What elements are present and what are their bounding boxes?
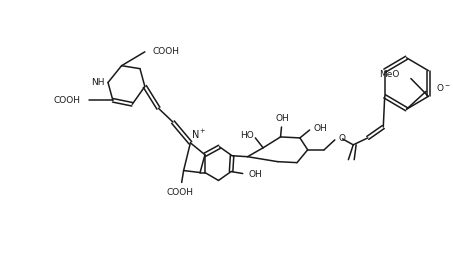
Text: COOH: COOH — [153, 47, 179, 56]
Text: N$^+$: N$^+$ — [191, 128, 207, 141]
Text: HO: HO — [240, 131, 253, 140]
Text: O: O — [339, 134, 346, 143]
Text: OH: OH — [249, 170, 262, 179]
Text: COOH: COOH — [166, 188, 193, 197]
Text: NH: NH — [92, 78, 105, 87]
Text: MeO: MeO — [379, 70, 399, 79]
Text: O$^-$: O$^-$ — [436, 82, 451, 93]
Text: OH: OH — [275, 114, 289, 123]
Text: COOH: COOH — [54, 96, 81, 105]
Text: OH: OH — [313, 124, 327, 133]
